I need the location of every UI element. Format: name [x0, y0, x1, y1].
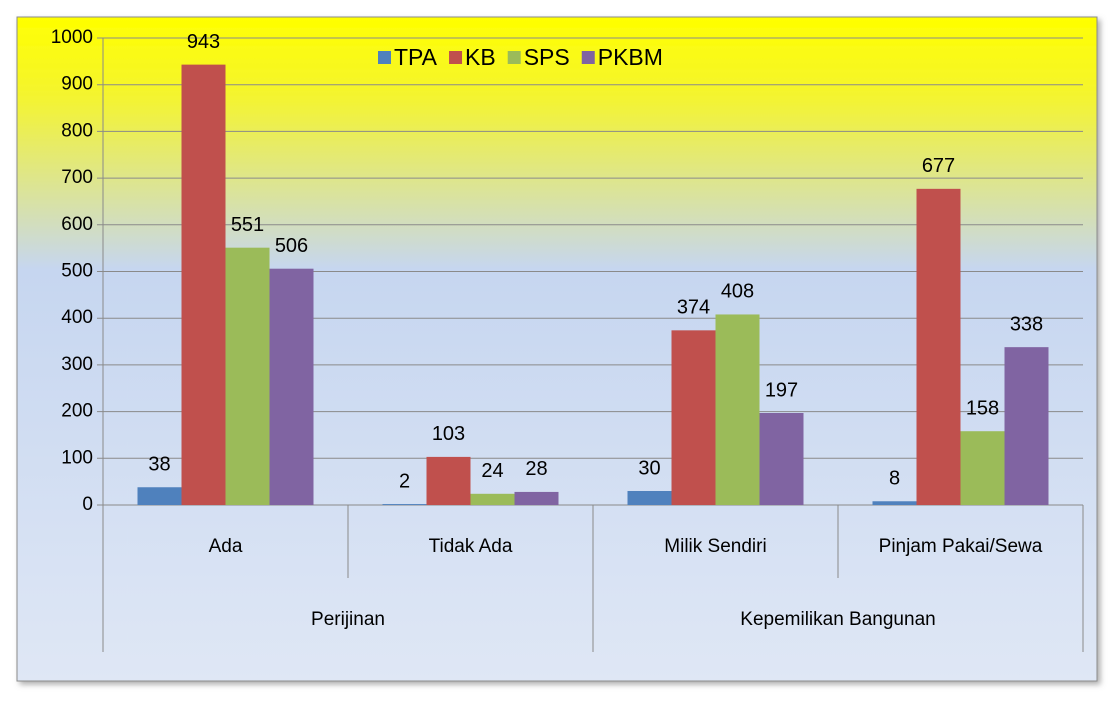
data-label: 506: [275, 235, 308, 257]
data-label: 103: [432, 423, 465, 445]
legend-label: PKBM: [598, 44, 663, 70]
y-tick-label: 600: [61, 214, 93, 235]
bar: [137, 487, 182, 505]
data-label: 374: [677, 297, 710, 319]
data-label: 197: [765, 379, 798, 401]
legend-label: SPS: [524, 44, 570, 70]
y-tick-label: 200: [61, 401, 93, 422]
data-label: 408: [721, 281, 754, 303]
data-label: 338: [1010, 313, 1043, 335]
y-tick-label: 900: [61, 74, 93, 95]
bar: [181, 64, 226, 505]
legend-label: TPA: [394, 44, 438, 70]
data-label: 38: [148, 454, 170, 476]
x-tick-label: Ada: [209, 536, 243, 557]
bar: [470, 493, 515, 505]
data-label: 677: [922, 155, 955, 177]
bar: [759, 413, 804, 505]
data-label: 2: [399, 470, 410, 492]
y-tick-label: 400: [61, 307, 93, 328]
group-label: Kepemilikan Bangunan: [740, 609, 935, 630]
bar: [715, 314, 760, 505]
x-tick-label: Milik Sendiri: [664, 536, 766, 557]
bar: [872, 501, 917, 505]
legend-swatch: [507, 51, 521, 64]
bar: [514, 491, 559, 505]
x-tick-label: Tidak Ada: [429, 536, 513, 557]
bar: [1004, 347, 1049, 505]
legend-swatch: [581, 51, 595, 64]
data-label: 8: [889, 468, 900, 490]
bar: [269, 268, 314, 505]
bar: [916, 188, 961, 505]
y-tick-label: 700: [61, 167, 93, 188]
y-tick-label: 100: [61, 447, 93, 468]
bar: [382, 504, 427, 505]
bar: [960, 431, 1005, 505]
y-tick-label: 500: [61, 261, 93, 282]
y-tick-label: 300: [61, 354, 93, 375]
data-label: 158: [966, 397, 999, 419]
legend-swatch: [378, 51, 391, 64]
bar: [426, 456, 471, 505]
y-tick-label: 0: [82, 494, 93, 515]
bar: [627, 490, 672, 505]
y-tick-label: 1000: [51, 27, 93, 48]
y-tick-label: 800: [61, 120, 93, 141]
data-label: 551: [231, 214, 264, 236]
data-label: 24: [481, 460, 503, 482]
x-tick-label: Pinjam Pakai/Sewa: [879, 536, 1043, 557]
group-label: Perijinan: [311, 609, 385, 630]
legend-swatch: [449, 51, 463, 64]
bar: [671, 330, 716, 505]
data-label: 30: [638, 457, 660, 479]
legend-label: KB: [465, 44, 496, 70]
data-label: 943: [187, 31, 220, 53]
bar: [225, 247, 270, 506]
data-label: 28: [525, 458, 547, 480]
